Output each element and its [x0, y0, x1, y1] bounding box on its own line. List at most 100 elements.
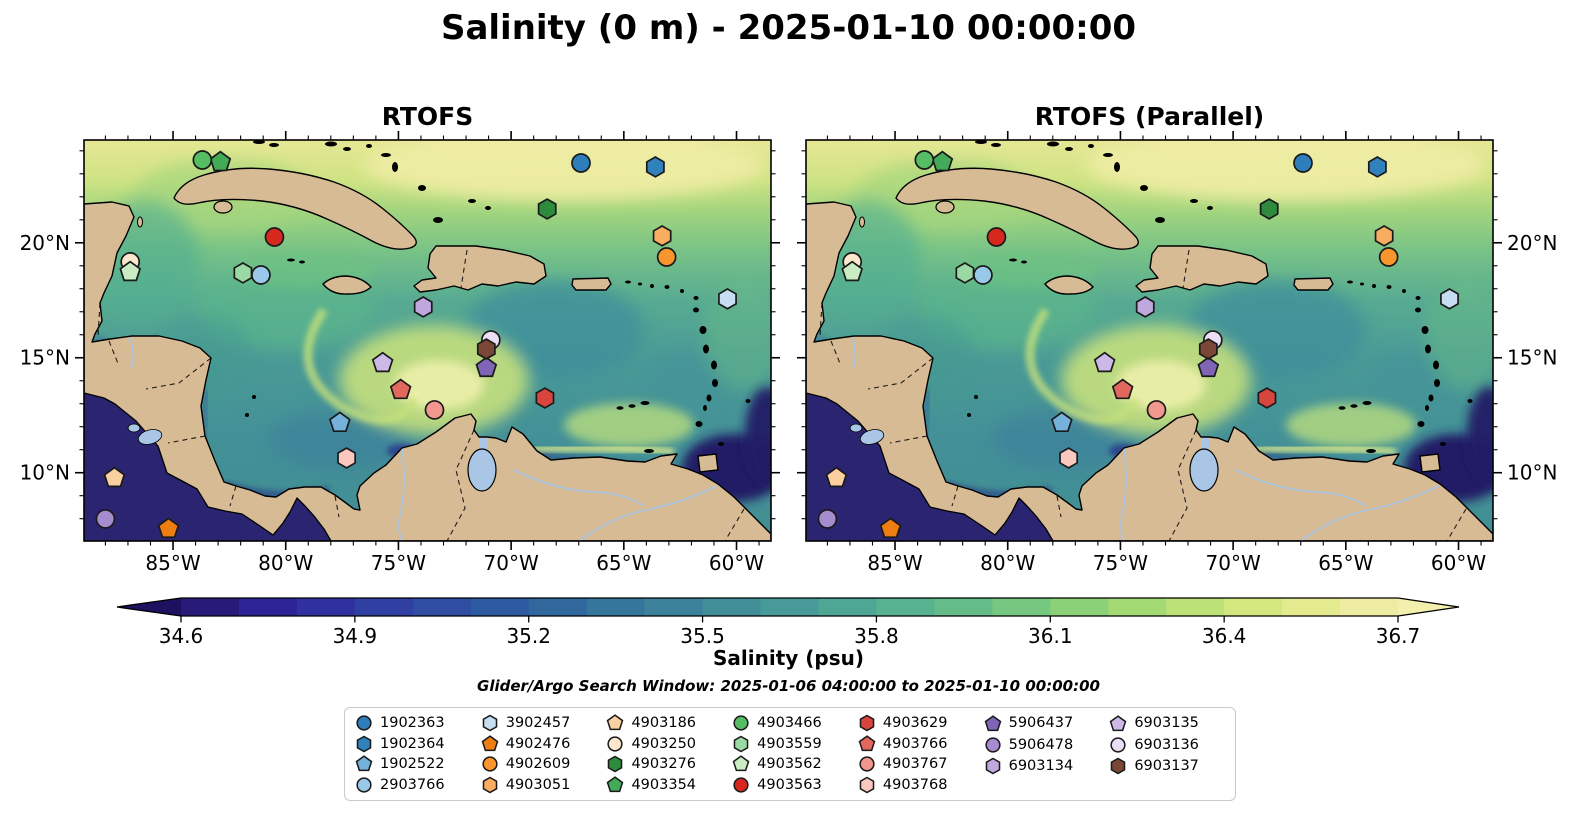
- legend-column: 3902457 4902476 4902609 4903051: [481, 713, 607, 795]
- hexagon-marker-icon: [482, 776, 497, 794]
- legend-label: 4902476: [505, 735, 571, 752]
- legend-column: 6903135 6903136 6903137: [1109, 713, 1235, 795]
- legend-label: 4903766: [882, 735, 948, 752]
- legend-item-4902476: 4902476: [481, 734, 607, 755]
- float-marker-4903768: [1059, 447, 1079, 469]
- legend-marker-4902609: [482, 756, 498, 772]
- legend-label: 6903136: [1134, 736, 1199, 753]
- lon-tick-label: 80°W: [258, 551, 313, 575]
- axis-ticks: 85°W 80°W 75°W 70°W 65°W 60°W 20°N 15°N 10°N: [20, 131, 780, 575]
- float-marker-4903559: [955, 262, 975, 284]
- lon-tick-label: 85°W: [867, 551, 922, 575]
- legend-label: 4903250: [631, 735, 697, 752]
- pentagon-marker-icon: [732, 755, 750, 772]
- float-marker-6903134: [413, 296, 433, 318]
- search-window-subtitle: Glider/Argo Search Window: 2025-01-06 04…: [477, 677, 1100, 695]
- legend-item-4903186: 4903186: [606, 713, 732, 734]
- float-marker-1902522: [1050, 411, 1073, 433]
- float-marker-4903559: [233, 262, 253, 284]
- legend-label: 4903767: [882, 756, 948, 772]
- lon-tick-label: 70°W: [1206, 551, 1261, 575]
- float-marker-4903276: [537, 198, 557, 220]
- legend-marker-4903466: [733, 715, 749, 731]
- legend-label: 4903466: [757, 715, 822, 731]
- legend-marker-4903629: [859, 714, 875, 732]
- float-marker-4903766: [1111, 378, 1134, 400]
- map-rtofs-parallel: 85°W 80°W 75°W 70°W 65°W 60°W 20°N 15°N 10°N: [797, 131, 1557, 575]
- legend-label: 1902364: [380, 735, 445, 752]
- float-marker-2903766: [251, 265, 271, 285]
- legend-marker-6903136: [1110, 737, 1126, 753]
- panel-title-rtofs-parallel: RTOFS (Parallel): [1034, 102, 1265, 131]
- lat-tick-label: 10°N: [1507, 461, 1557, 485]
- float-marker-1902363: [571, 153, 591, 173]
- float-marker-5906437: [475, 356, 498, 378]
- float-marker-4903051: [652, 224, 672, 247]
- float-marker-1902522: [328, 411, 351, 433]
- legend-label: 4903562: [757, 756, 822, 772]
- legend-column: 4903186 4903250 4903276 4903354: [606, 713, 732, 795]
- float-marker-6903135: [371, 351, 394, 373]
- legend-item-4902609: 4902609: [481, 754, 607, 775]
- legend-item-4903629: 4903629: [858, 713, 984, 734]
- float-marker-1902364: [645, 156, 665, 178]
- float-marker-5906478: [95, 509, 116, 529]
- float-marker-4903563: [264, 227, 285, 247]
- legend-marker-4903354: [607, 775, 624, 792]
- float-marker-4903766: [389, 378, 412, 400]
- legend-label: 6903137: [1134, 757, 1199, 774]
- legend-item-2903766: 2903766: [355, 775, 481, 796]
- map-rtofs: 85°W 80°W 75°W 70°W 65°W 60°W 20°N 15°N 10°N: [20, 131, 780, 575]
- legend-item-5906478: 5906478: [984, 734, 1110, 755]
- float-marker-4903466: [192, 150, 213, 170]
- axis-ticks: 85°W 80°W 75°W 70°W 65°W 60°W 20°N 15°N 10°N: [797, 131, 1557, 575]
- legend-marker-3902457: [482, 714, 497, 732]
- pentagon-marker-icon: [607, 714, 624, 731]
- circle-marker-icon: [859, 756, 875, 772]
- legend-marker-4903051: [482, 776, 497, 794]
- legend-marker-4903768: [859, 776, 875, 794]
- float-marker-6903137: [476, 338, 496, 360]
- hexagon-marker-icon: [482, 714, 497, 732]
- colorbar-tick-label: 35.2: [506, 624, 551, 648]
- float-marker-4903186: [103, 466, 126, 488]
- lat-tick-label: 10°N: [20, 461, 70, 485]
- legend-marker-1902363: [356, 715, 372, 731]
- legend-label: 5906478: [1008, 736, 1074, 753]
- float-marker-4903629: [1257, 387, 1277, 409]
- colorbar-label: Salinity (psu): [712, 646, 864, 670]
- legend-item-4903559: 4903559: [732, 734, 858, 755]
- float-marker-4903768: [337, 447, 357, 469]
- float-marker-4903562: [841, 260, 864, 282]
- lon-tick-label: 75°W: [371, 551, 426, 575]
- colorbar-tick-label: 34.6: [159, 624, 204, 648]
- legend-label: 4903629: [882, 715, 948, 731]
- legend-marker-1902522: [355, 755, 373, 772]
- float-marker-2903766: [973, 265, 993, 285]
- float-marker-4903466: [914, 150, 935, 170]
- pentagon-marker-icon: [1109, 714, 1127, 731]
- legend-item-6903135: 6903135: [1109, 713, 1235, 734]
- colorbar-tick-label: 35.8: [854, 624, 899, 648]
- float-marker-6903135: [1093, 351, 1116, 373]
- float-marker-4902609: [1378, 247, 1399, 267]
- colorbar-tick-label: 35.5: [680, 624, 725, 648]
- legend-item-4903354: 4903354: [606, 775, 732, 796]
- pentagon-marker-icon: [858, 734, 876, 751]
- pentagon-marker-icon: [481, 734, 499, 751]
- legend-item-4903563: 4903563: [732, 775, 858, 796]
- legend-item-4903051: 4903051: [481, 775, 607, 796]
- legend-item-1902363: 1902363: [355, 713, 481, 734]
- float-marker-4903051: [1374, 224, 1394, 247]
- hexagon-marker-icon: [733, 735, 749, 753]
- colorbar-tick-label: 36.1: [1028, 624, 1073, 648]
- legend-label: 6903135: [1134, 715, 1199, 732]
- legend-label: 4903051: [505, 776, 571, 793]
- legend-item-1902364: 1902364: [355, 734, 481, 755]
- legend-label: 3902457: [505, 715, 571, 731]
- legend-item-6903134: 6903134: [984, 756, 1110, 777]
- legend-label: 4903354: [631, 776, 697, 793]
- float-marker-6903134: [1135, 296, 1155, 318]
- colorbar-tick-label: 36.4: [1202, 624, 1247, 648]
